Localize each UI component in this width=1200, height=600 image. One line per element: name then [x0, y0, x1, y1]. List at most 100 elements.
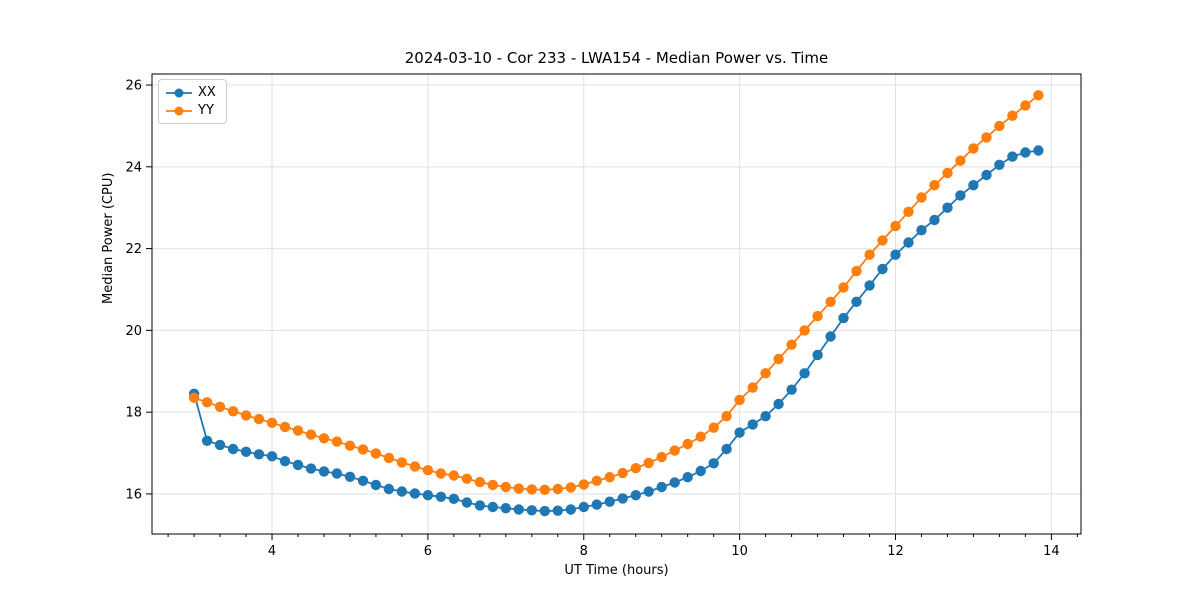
data-point [799, 368, 810, 379]
data-point [825, 296, 836, 307]
data-point [773, 398, 784, 410]
data-point [344, 440, 356, 451]
x-axis-label: UT Time (hours) [564, 563, 669, 578]
data-point [604, 496, 615, 507]
data-point [500, 481, 511, 493]
data-point [253, 449, 265, 460]
data-point [851, 265, 862, 277]
data-point [786, 339, 797, 350]
data-point [916, 192, 927, 203]
data-point [240, 446, 252, 457]
data-point [877, 235, 888, 246]
data-point [695, 431, 706, 442]
legend-item-xx: XX [166, 85, 217, 100]
data-point [279, 421, 291, 433]
data-point [370, 479, 382, 491]
data-point [617, 467, 628, 479]
data-point [903, 237, 914, 248]
data-point [539, 505, 550, 517]
series-yy [188, 90, 1044, 495]
data-point [929, 180, 940, 191]
x-tick-label: 4 [268, 544, 276, 559]
data-point [318, 433, 330, 444]
data-point [578, 501, 589, 513]
data-point [695, 465, 706, 477]
legend: XX YY [158, 79, 227, 124]
data-point [396, 457, 408, 468]
data-point [435, 468, 447, 479]
data-point [409, 461, 421, 472]
legend-label: YY [198, 103, 214, 118]
data-point [305, 463, 317, 474]
data-point [201, 397, 213, 408]
x-tick-label: 10 [731, 544, 748, 559]
data-point [786, 384, 797, 395]
data-point [526, 484, 537, 495]
x-tick-label: 6 [424, 544, 432, 559]
data-point [461, 473, 473, 484]
x-tick-label: 8 [580, 544, 588, 559]
data-point [1007, 151, 1018, 162]
data-point [292, 425, 304, 436]
y-tick-label: 18 [125, 406, 142, 421]
data-point [968, 180, 979, 191]
grid [152, 74, 1081, 534]
data-point [890, 249, 901, 260]
data-point [903, 206, 914, 217]
data-point [552, 483, 563, 495]
data-point [253, 413, 265, 425]
data-point [994, 159, 1005, 170]
data-point [474, 500, 486, 511]
data-point [708, 458, 719, 469]
data-point [240, 410, 252, 421]
data-point [734, 427, 745, 438]
data-point [747, 419, 758, 430]
data-point [630, 490, 641, 501]
data-point [812, 310, 823, 322]
data-point [435, 491, 447, 502]
data-point [773, 353, 784, 365]
x-tick-label: 14 [1043, 544, 1060, 559]
data-point [682, 438, 693, 450]
data-point [1033, 145, 1044, 156]
y-tick-label: 16 [125, 487, 142, 502]
legend-marker-icon [166, 88, 192, 97]
data-point [669, 477, 680, 488]
data-point [201, 435, 213, 446]
ticks [146, 84, 1078, 540]
data-point [448, 493, 459, 504]
data-point [422, 465, 434, 476]
data-point [643, 486, 654, 497]
data-point [214, 401, 226, 412]
data-point [188, 392, 200, 403]
data-point [279, 456, 291, 467]
axes-spines [151, 73, 1082, 535]
data-point [526, 505, 537, 516]
data-point [1007, 110, 1018, 121]
data-point [513, 483, 524, 494]
data-point [227, 406, 239, 417]
chart-title: 2024-03-10 - Cor 233 - LWA154 - Median P… [404, 49, 829, 67]
data-point [955, 155, 966, 166]
data-point [864, 280, 875, 291]
legend-dot [174, 88, 184, 97]
legend-label: XX [198, 85, 216, 100]
data-point [565, 482, 576, 493]
data-point [513, 504, 524, 515]
data-point [539, 484, 550, 495]
data-point [617, 493, 628, 504]
data-point [552, 505, 563, 516]
data-point [825, 331, 836, 342]
data-point [1020, 100, 1031, 111]
data-point [266, 417, 278, 428]
data-point [942, 202, 953, 213]
data-point [630, 463, 641, 474]
data-point [851, 296, 862, 307]
data-point [877, 263, 888, 275]
data-point [604, 472, 615, 483]
data-point [1033, 90, 1044, 101]
y-tick-label: 22 [125, 242, 142, 257]
data-point [331, 468, 343, 479]
